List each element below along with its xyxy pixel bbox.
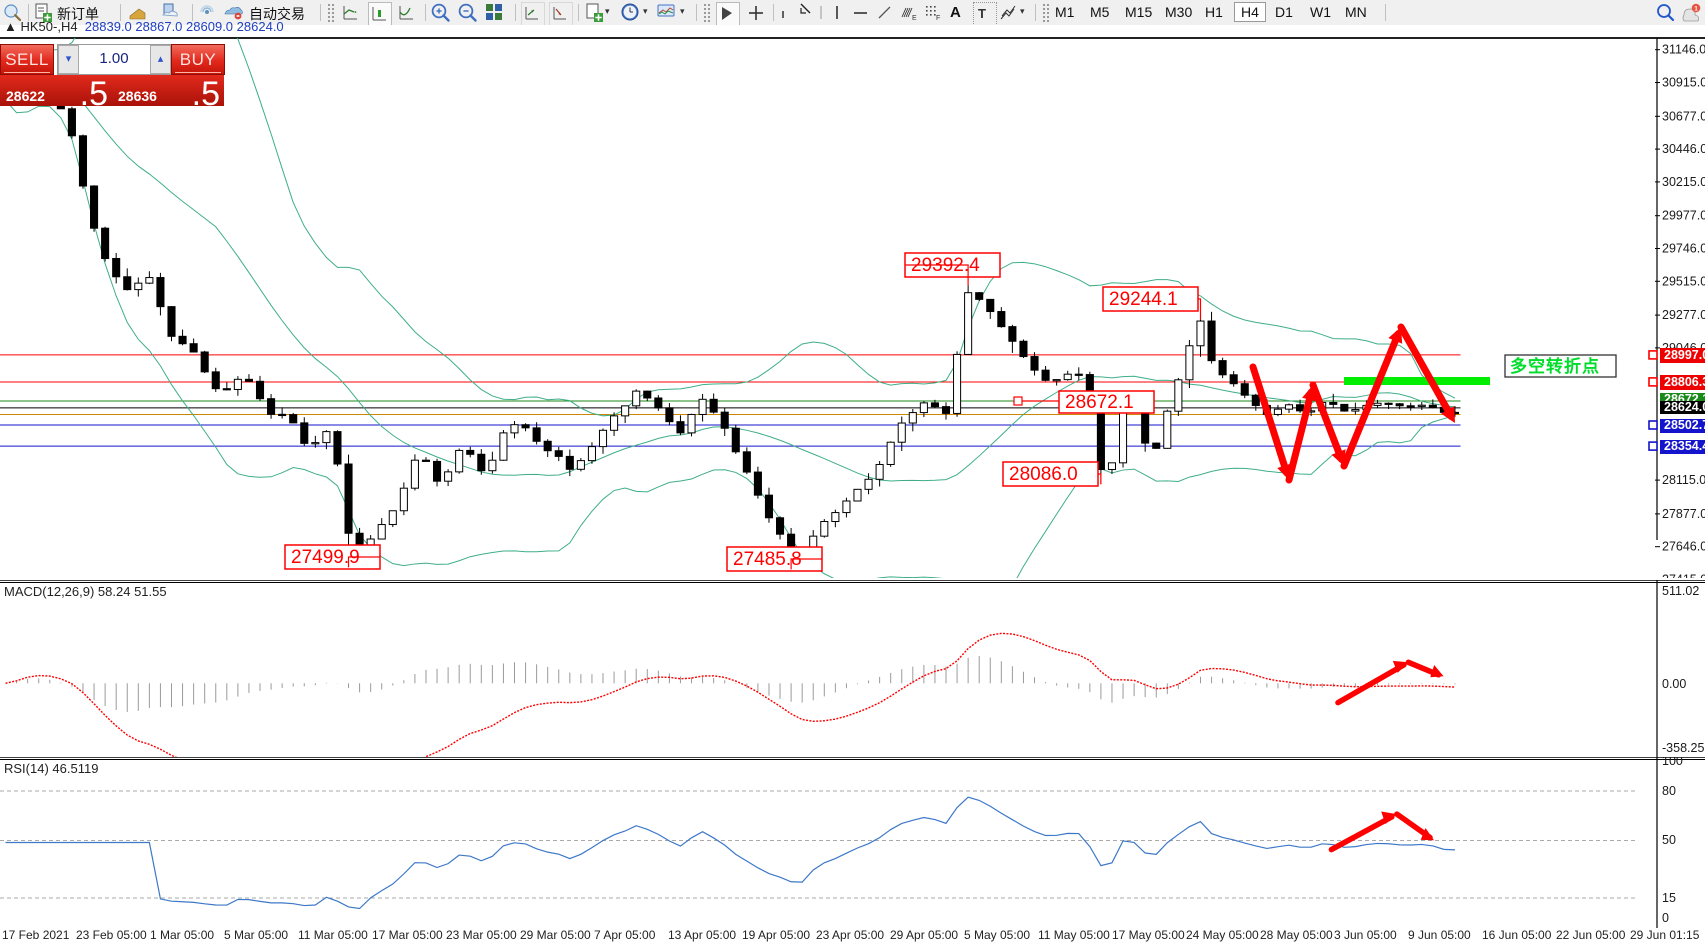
svg-text:28086.0: 28086.0 <box>1009 464 1078 485</box>
svg-text:29244.1: 29244.1 <box>1109 289 1178 310</box>
svg-text:28806.3: 28806.3 <box>1664 375 1705 389</box>
svg-text:511.02: 511.02 <box>1662 584 1699 598</box>
svg-text:29977.0: 29977.0 <box>1662 209 1705 223</box>
svg-text:E: E <box>912 15 917 22</box>
svg-text:F: F <box>936 15 940 22</box>
svg-text:T: T <box>978 6 986 21</box>
svg-text:27877.0: 27877.0 <box>1662 507 1705 521</box>
svg-text:31146.0: 31146.0 <box>1662 43 1705 57</box>
svg-text:30446.0: 30446.0 <box>1662 142 1705 156</box>
svg-text:多空转折点: 多空转折点 <box>1510 356 1600 376</box>
svg-text:30915.0: 30915.0 <box>1662 76 1705 90</box>
svg-text:28997.0: 28997.0 <box>1664 348 1705 362</box>
svg-text:0.00: 0.00 <box>1662 677 1686 691</box>
svg-text:28672.1: 28672.1 <box>1065 392 1134 413</box>
svg-text:MACD(12,26,9) 58.24 51.55: MACD(12,26,9) 58.24 51.55 <box>4 584 167 599</box>
svg-text:27646.0: 27646.0 <box>1662 540 1705 554</box>
svg-text:30215.0: 30215.0 <box>1662 175 1705 189</box>
svg-text:30677.0: 30677.0 <box>1662 109 1705 123</box>
svg-text:50: 50 <box>1662 833 1676 847</box>
svg-text:27415.0: 27415.0 <box>1662 573 1705 579</box>
svg-text:28502.7: 28502.7 <box>1664 418 1705 432</box>
svg-text:29277.0: 29277.0 <box>1662 308 1705 322</box>
svg-text:0: 0 <box>1662 911 1669 925</box>
svg-text:100: 100 <box>1662 757 1683 768</box>
svg-text:29515.0: 29515.0 <box>1662 274 1705 288</box>
svg-text:28624.0: 28624.0 <box>1664 400 1705 414</box>
svg-text:28115.0: 28115.0 <box>1662 473 1705 487</box>
svg-text:-358.25: -358.25 <box>1662 741 1704 755</box>
svg-text:80: 80 <box>1662 784 1676 798</box>
svg-text:29746.0: 29746.0 <box>1662 242 1705 256</box>
svg-text:28354.4: 28354.4 <box>1664 439 1705 453</box>
svg-text:1: 1 <box>1694 5 1698 12</box>
svg-text:RSI(14) 46.5119: RSI(14) 46.5119 <box>4 761 98 776</box>
svg-text:15: 15 <box>1662 891 1676 905</box>
